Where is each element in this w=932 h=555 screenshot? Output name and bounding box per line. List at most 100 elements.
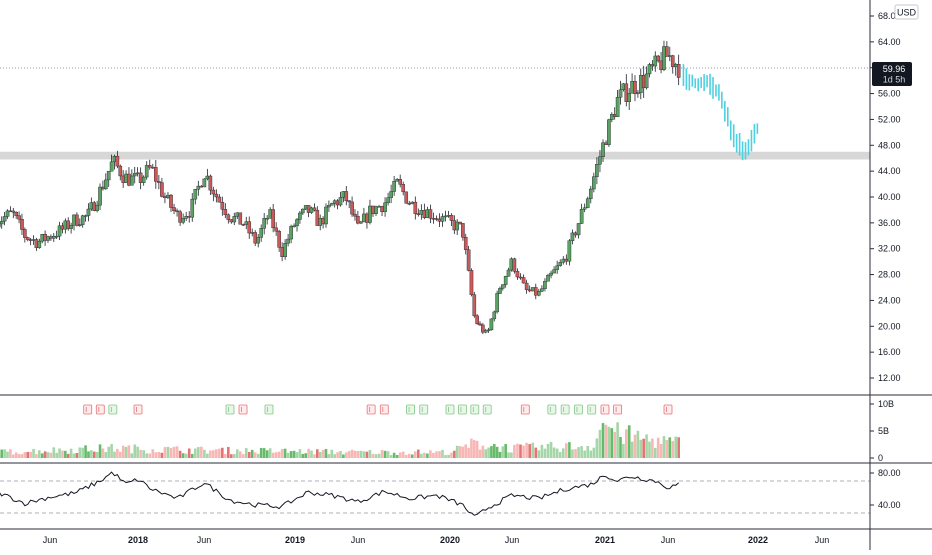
volume-bar [67, 454, 70, 458]
price-axis-label: 52.00 [878, 114, 901, 124]
event-marker[interactable] [84, 405, 92, 414]
volume-bar [372, 454, 375, 458]
volume-bar [634, 435, 637, 458]
candle-body [266, 218, 269, 219]
volume-bar [444, 455, 447, 458]
event-marker[interactable] [239, 405, 247, 414]
event-marker[interactable] [588, 405, 596, 414]
candle-body [414, 202, 417, 214]
volume-bar [194, 449, 197, 458]
event-marker[interactable] [134, 405, 142, 414]
volume-bar [625, 429, 628, 458]
volume-pane[interactable] [0, 405, 680, 458]
volume-bar [411, 455, 414, 458]
candle-body [130, 176, 133, 185]
candle-body [227, 215, 230, 220]
event-marker[interactable] [109, 405, 117, 414]
candle-body [674, 64, 677, 67]
volume-bar [669, 437, 672, 458]
candle-body [212, 190, 215, 194]
candle-body [38, 241, 41, 248]
volume-bar [330, 450, 333, 458]
volume-bar [128, 445, 131, 458]
volume-bar [586, 446, 589, 458]
event-marker[interactable] [664, 405, 672, 414]
volume-bar [12, 455, 15, 458]
event-marker[interactable] [96, 405, 104, 414]
volume-bar [360, 451, 363, 458]
volume-bar [182, 453, 185, 458]
event-marker[interactable] [471, 405, 479, 414]
volume-bar [619, 437, 622, 458]
volume-bar [206, 454, 209, 458]
volume-bar [38, 450, 41, 458]
volume-bar [487, 448, 490, 458]
volume-bar [637, 431, 640, 458]
volume-bar [197, 447, 200, 458]
volume-bar [616, 422, 619, 458]
volume-bar [628, 425, 631, 458]
candle-body [154, 167, 157, 181]
event-marker[interactable] [483, 405, 491, 414]
volume-bar [426, 454, 429, 458]
event-marker[interactable] [367, 405, 375, 414]
candle-body [426, 210, 429, 218]
candle-body [160, 183, 163, 197]
event-marker[interactable] [521, 405, 529, 414]
event-marker[interactable] [265, 405, 273, 414]
candle-body [432, 218, 435, 219]
candle-body [504, 276, 507, 284]
volume-bar [399, 452, 402, 458]
time-axis-label: 2018 [128, 535, 148, 545]
volume-bar [290, 451, 293, 458]
volume-bar [325, 449, 328, 458]
volume-bar [502, 446, 505, 458]
candle-body [172, 208, 175, 211]
event-marker[interactable] [601, 405, 609, 414]
volume-bar [663, 436, 666, 458]
volume-bar [583, 451, 586, 458]
volume-bar [333, 454, 336, 458]
candle-body [142, 177, 145, 183]
event-marker[interactable] [407, 405, 415, 414]
event-marker[interactable] [380, 405, 388, 414]
event-marker[interactable] [614, 405, 622, 414]
oscillator-pane[interactable] [0, 472, 870, 515]
volume-bar [26, 452, 29, 458]
volume-bar [387, 451, 390, 458]
candle-body [507, 270, 510, 276]
event-marker[interactable] [458, 405, 466, 414]
volume-bar [648, 442, 651, 458]
volume-bar [484, 449, 487, 458]
candle-body [396, 179, 399, 181]
volume-bar [490, 446, 493, 458]
volume-bar [0, 450, 3, 458]
volume-bar [233, 454, 236, 458]
candle-body [272, 210, 275, 228]
event-marker[interactable] [548, 405, 556, 414]
volume-bar [375, 454, 378, 458]
candle-body [516, 271, 519, 277]
volume-bar [73, 454, 76, 458]
candle-body [23, 229, 26, 237]
candle-body [574, 233, 577, 235]
volume-bar [275, 452, 278, 458]
candle-body [284, 243, 287, 257]
candle-body [510, 259, 513, 270]
candle-body [313, 208, 316, 210]
event-marker[interactable] [226, 405, 234, 414]
volume-bar [541, 445, 544, 458]
event-marker[interactable] [561, 405, 569, 414]
price-pane[interactable] [0, 41, 870, 334]
event-marker[interactable] [574, 405, 582, 414]
volume-bar [185, 454, 188, 458]
event-marker[interactable] [420, 405, 428, 414]
volume-bar [41, 453, 44, 458]
event-marker[interactable] [446, 405, 454, 414]
candle-body [98, 187, 101, 205]
volume-bar [281, 449, 284, 458]
volume-bar [519, 445, 522, 458]
volume-bar [499, 452, 502, 458]
